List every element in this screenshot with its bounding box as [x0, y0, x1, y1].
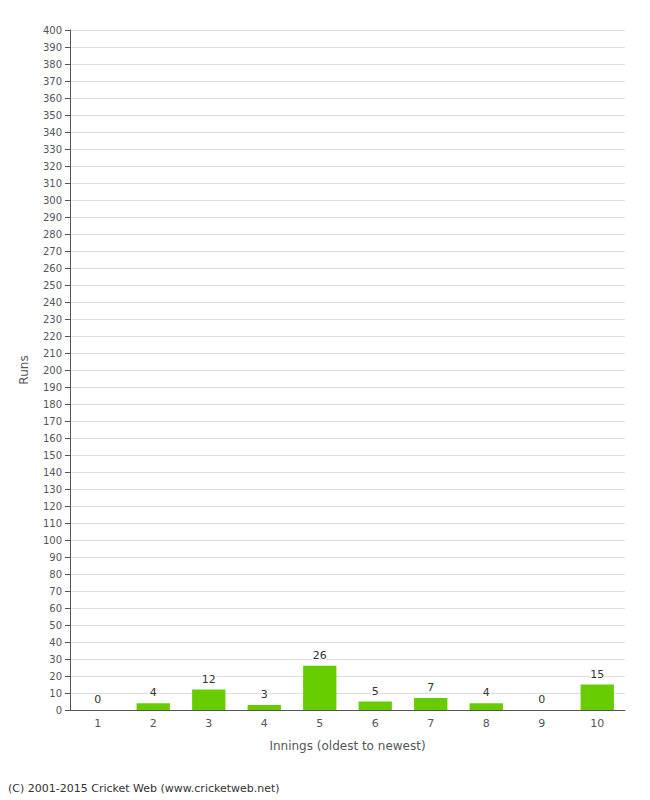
- svg-text:4: 4: [261, 717, 268, 730]
- svg-text:360: 360: [43, 93, 62, 104]
- svg-text:280: 280: [43, 229, 62, 240]
- svg-text:5: 5: [372, 685, 379, 698]
- svg-text:260: 260: [43, 263, 62, 274]
- svg-text:1: 1: [94, 717, 101, 730]
- svg-text:150: 150: [43, 450, 62, 461]
- svg-text:9: 9: [538, 717, 545, 730]
- svg-text:15: 15: [590, 668, 604, 681]
- svg-text:2: 2: [150, 717, 157, 730]
- svg-text:140: 140: [43, 467, 62, 478]
- svg-text:270: 270: [43, 246, 62, 257]
- svg-text:10: 10: [590, 717, 604, 730]
- svg-text:40: 40: [49, 637, 62, 648]
- svg-text:180: 180: [43, 399, 62, 410]
- svg-text:350: 350: [43, 110, 62, 121]
- svg-text:0: 0: [538, 693, 545, 706]
- svg-text:100: 100: [43, 535, 62, 546]
- svg-text:330: 330: [43, 144, 62, 155]
- svg-text:6: 6: [372, 717, 379, 730]
- svg-text:30: 30: [49, 654, 62, 665]
- svg-text:10: 10: [49, 688, 62, 699]
- svg-text:3: 3: [205, 717, 212, 730]
- svg-text:190: 190: [43, 382, 62, 393]
- svg-text:7: 7: [427, 717, 434, 730]
- svg-text:390: 390: [43, 42, 62, 53]
- svg-text:230: 230: [43, 314, 62, 325]
- svg-text:240: 240: [43, 297, 62, 308]
- svg-text:Runs: Runs: [17, 355, 31, 384]
- svg-text:7: 7: [427, 681, 434, 694]
- svg-text:80: 80: [49, 569, 62, 580]
- svg-text:250: 250: [43, 280, 62, 291]
- svg-text:3: 3: [261, 688, 268, 701]
- svg-text:110: 110: [43, 518, 62, 529]
- svg-text:(C) 2001-2015 Cricket Web (www: (C) 2001-2015 Cricket Web (www.cricketwe…: [8, 782, 280, 795]
- svg-text:0: 0: [94, 693, 101, 706]
- svg-text:120: 120: [43, 501, 62, 512]
- svg-text:340: 340: [43, 127, 62, 138]
- svg-text:160: 160: [43, 433, 62, 444]
- svg-text:200: 200: [43, 365, 62, 376]
- svg-text:300: 300: [43, 195, 62, 206]
- svg-text:310: 310: [43, 178, 62, 189]
- svg-text:Innings (oldest to newest): Innings (oldest to newest): [269, 739, 425, 753]
- svg-text:130: 130: [43, 484, 62, 495]
- svg-text:90: 90: [49, 552, 62, 563]
- svg-text:50: 50: [49, 620, 62, 631]
- svg-text:290: 290: [43, 212, 62, 223]
- svg-text:12: 12: [202, 673, 216, 686]
- svg-text:210: 210: [43, 348, 62, 359]
- svg-text:26: 26: [313, 649, 327, 662]
- svg-text:380: 380: [43, 59, 62, 70]
- svg-text:370: 370: [43, 76, 62, 87]
- svg-text:170: 170: [43, 416, 62, 427]
- svg-text:20: 20: [49, 671, 62, 682]
- svg-text:400: 400: [43, 25, 62, 36]
- svg-text:4: 4: [483, 686, 490, 699]
- svg-text:60: 60: [49, 603, 62, 614]
- svg-text:320: 320: [43, 161, 62, 172]
- svg-text:8: 8: [483, 717, 490, 730]
- svg-text:0: 0: [56, 705, 62, 716]
- svg-text:220: 220: [43, 331, 62, 342]
- svg-text:70: 70: [49, 586, 62, 597]
- svg-text:4: 4: [150, 686, 157, 699]
- svg-text:5: 5: [316, 717, 323, 730]
